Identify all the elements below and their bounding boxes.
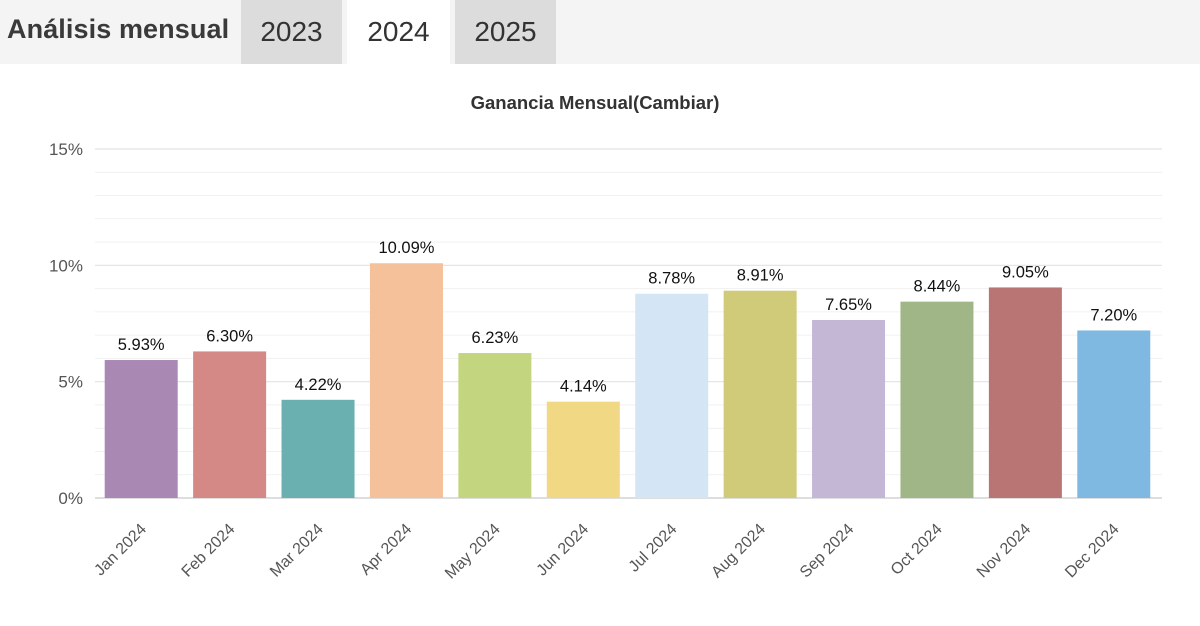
data-label: 9.05% [1002,263,1049,281]
bar[interactable] [1077,330,1151,498]
x-tick-label: Sep 2024 [797,521,858,582]
x-tick-label: Jan 2024 [91,521,150,580]
tab-2025[interactable]: 2025 [455,0,556,64]
data-label: 7.20% [1090,306,1137,324]
x-tick-label: Dec 2024 [1062,521,1123,582]
bars: 5.93% 6.30% 4.22% 10.09% 6.23% 4.14% 8.78% 8.91… [104,239,1151,498]
bar[interactable] [988,287,1062,498]
bar[interactable] [193,351,267,498]
data-label: 8.78% [648,270,695,288]
y-axis: 0% 5% 10% 15% [49,140,83,508]
bar[interactable] [281,399,355,498]
data-label: 4.22% [295,376,342,394]
x-tick-label: Nov 2024 [974,521,1035,582]
bar[interactable] [369,263,443,498]
chart-container: Ganancia Mensual(Cambiar) 0% 5% 10% 15% 5.9… [0,64,1200,621]
header-bar: Análisis mensual 2023 2024 2025 [0,0,1200,64]
x-tick-label: Jul 2024 [626,521,681,576]
data-label: 4.14% [560,378,607,396]
tab-2023[interactable]: 2023 [241,0,342,64]
x-tick-label: Feb 2024 [179,521,239,581]
data-label: 7.65% [825,296,872,314]
bar[interactable] [458,353,532,498]
x-axis: Jan 2024 Feb 2024 Mar 2024 Apr 2024 May 2024… [91,521,1122,583]
tab-2024[interactable]: 2024 [347,0,450,64]
data-label: 10.09% [378,239,434,257]
bar[interactable] [546,401,620,498]
data-label: 6.30% [206,327,253,345]
page-title: Análisis mensual [7,14,230,44]
data-label: 8.44% [914,278,961,296]
data-label: 8.91% [737,267,784,285]
y-tick-label: 5% [58,373,83,392]
bar[interactable] [812,320,886,498]
bar[interactable] [900,301,974,498]
chart-title: Ganancia Mensual(Cambiar) [471,92,720,113]
bar[interactable] [635,293,709,498]
x-tick-label: Oct 2024 [888,521,946,579]
data-label: 5.93% [118,336,165,354]
y-tick-label: 10% [49,256,83,275]
grid-lines [95,148,1162,499]
y-tick-label: 15% [49,140,83,159]
x-tick-label: May 2024 [442,521,504,583]
x-tick-label: Aug 2024 [708,521,769,582]
x-tick-label: Apr 2024 [357,521,415,579]
x-tick-label: Jun 2024 [534,521,593,580]
y-tick-label: 0% [58,489,83,508]
bar-chart: Ganancia Mensual(Cambiar) 0% 5% 10% 15% 5.9… [49,92,1162,583]
x-tick-label: Mar 2024 [267,521,327,581]
data-label: 6.23% [471,329,518,347]
bar[interactable] [723,290,797,498]
bar[interactable] [104,360,178,498]
